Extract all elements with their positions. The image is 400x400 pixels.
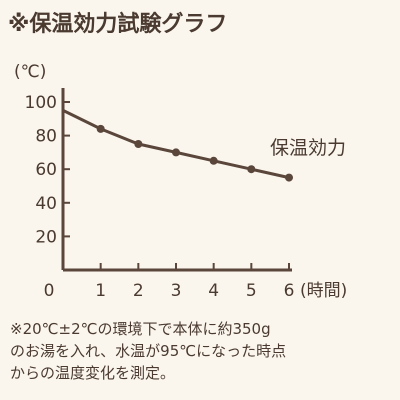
y-tick-label: 60 bbox=[35, 160, 57, 180]
y-tick-label: 40 bbox=[35, 194, 57, 214]
x-tick-label: 0 bbox=[44, 281, 55, 301]
x-tick-label: 3 bbox=[171, 281, 182, 301]
note-line-1: ※20℃±2℃の環境下で本体に約350g bbox=[10, 320, 271, 338]
x-tick-label: 2 bbox=[133, 281, 144, 301]
data-point bbox=[134, 140, 143, 148]
x-tick-label: 4 bbox=[208, 281, 219, 301]
chart-title: ※保温効力試験グラフ bbox=[8, 12, 228, 37]
x-axis-unit-label: (時間) bbox=[300, 281, 347, 301]
data-point bbox=[96, 124, 105, 133]
data-point bbox=[209, 156, 218, 165]
x-tick-label: 6 bbox=[284, 281, 295, 301]
series-label: 保温効力 bbox=[270, 137, 346, 159]
y-axis-unit-label: (℃) bbox=[14, 62, 46, 82]
x-tick-label: 5 bbox=[246, 281, 257, 301]
y-tick-label: 80 bbox=[35, 127, 57, 147]
y-tick-label: 100 bbox=[25, 93, 57, 113]
note-line-2: のお湯を入れ、水温が95℃になった時点 bbox=[10, 342, 287, 360]
test-condition-note: ※20℃±2℃の環境下で本体に約350g のお湯を入れ、水温が95℃になった時点… bbox=[10, 318, 396, 384]
data-point bbox=[172, 148, 180, 157]
note-line-3: からの温度変化を測定。 bbox=[10, 364, 176, 382]
data-point bbox=[285, 173, 293, 182]
data-point bbox=[247, 165, 256, 174]
series-line bbox=[62, 109, 290, 180]
temperature-line-chart: (℃) (時間) 20 40 60 80 100 0 1 2 3 4 5 6 保温効力 bbox=[14, 62, 347, 301]
x-tick-label: 1 bbox=[95, 281, 106, 301]
y-tick-label: 20 bbox=[35, 227, 57, 247]
